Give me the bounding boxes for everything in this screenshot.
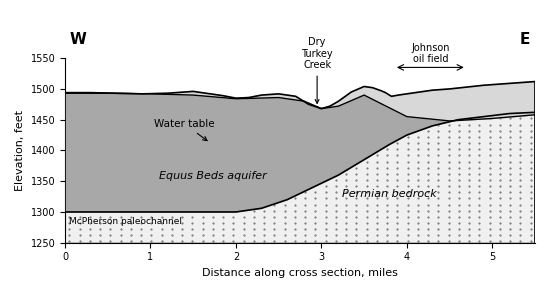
Text: Dry
Turkey
Creek: Dry Turkey Creek [301, 37, 333, 103]
Text: W: W [70, 32, 86, 47]
Text: Equus Beds aquifer: Equus Beds aquifer [159, 171, 267, 181]
Polygon shape [65, 81, 535, 121]
Text: Water table: Water table [155, 119, 215, 141]
Polygon shape [65, 93, 535, 212]
X-axis label: Distance along cross section, miles: Distance along cross section, miles [202, 268, 398, 278]
Text: Johnson
oil field: Johnson oil field [411, 43, 449, 64]
Text: McPherson paleochannel: McPherson paleochannel [69, 217, 182, 226]
Polygon shape [65, 112, 535, 243]
Text: E: E [520, 32, 530, 47]
Y-axis label: Elevation, feet: Elevation, feet [15, 110, 25, 191]
Text: Permian bedrock: Permian bedrock [342, 188, 437, 199]
